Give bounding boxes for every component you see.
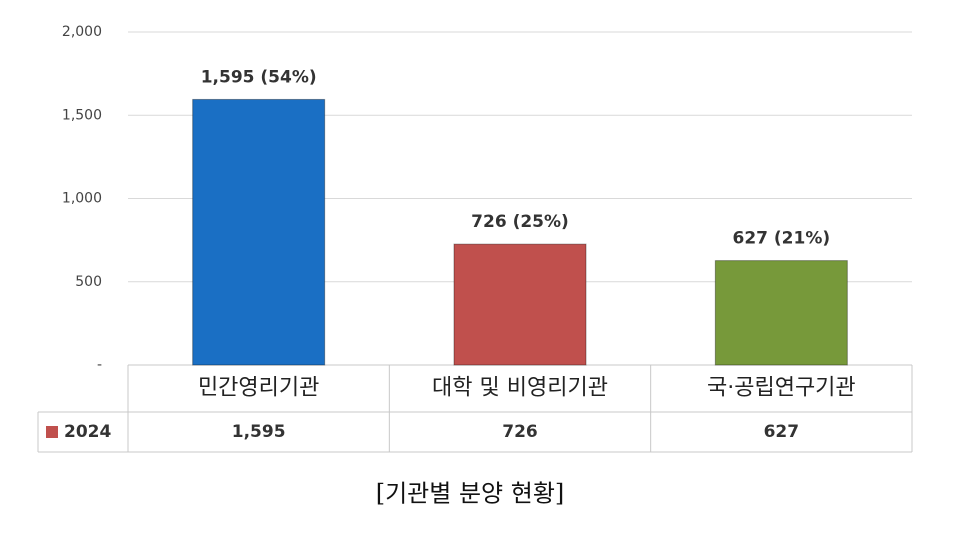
legend-marker [46,426,58,438]
data-label: 726 (25%) [471,212,569,232]
bar [714,260,848,366]
y-tick-label: 1,500 [62,107,102,123]
y-tick-label: 500 [75,274,102,290]
x-tick-label: 대학 및 비영리기관 [432,376,608,401]
caption: [기관별 분양 현황] [376,480,565,508]
x-tick-label: 민간영리기관 [198,376,319,401]
data-label: 627 (21%) [733,229,831,249]
y-tick-label: 2,000 [62,24,102,40]
data-label: 1,595 (54%) [201,67,317,87]
y-tick-label: 1,000 [62,191,102,207]
legend-label: 2024 [64,422,111,442]
table-value: 1,595 [232,422,286,442]
table-value: 726 [502,422,538,442]
y-tick-label: - [97,357,102,373]
table-value: 627 [764,422,800,442]
bar [192,98,326,366]
x-tick-label: 국·공립연구기관 [707,376,856,401]
bar [453,243,587,366]
